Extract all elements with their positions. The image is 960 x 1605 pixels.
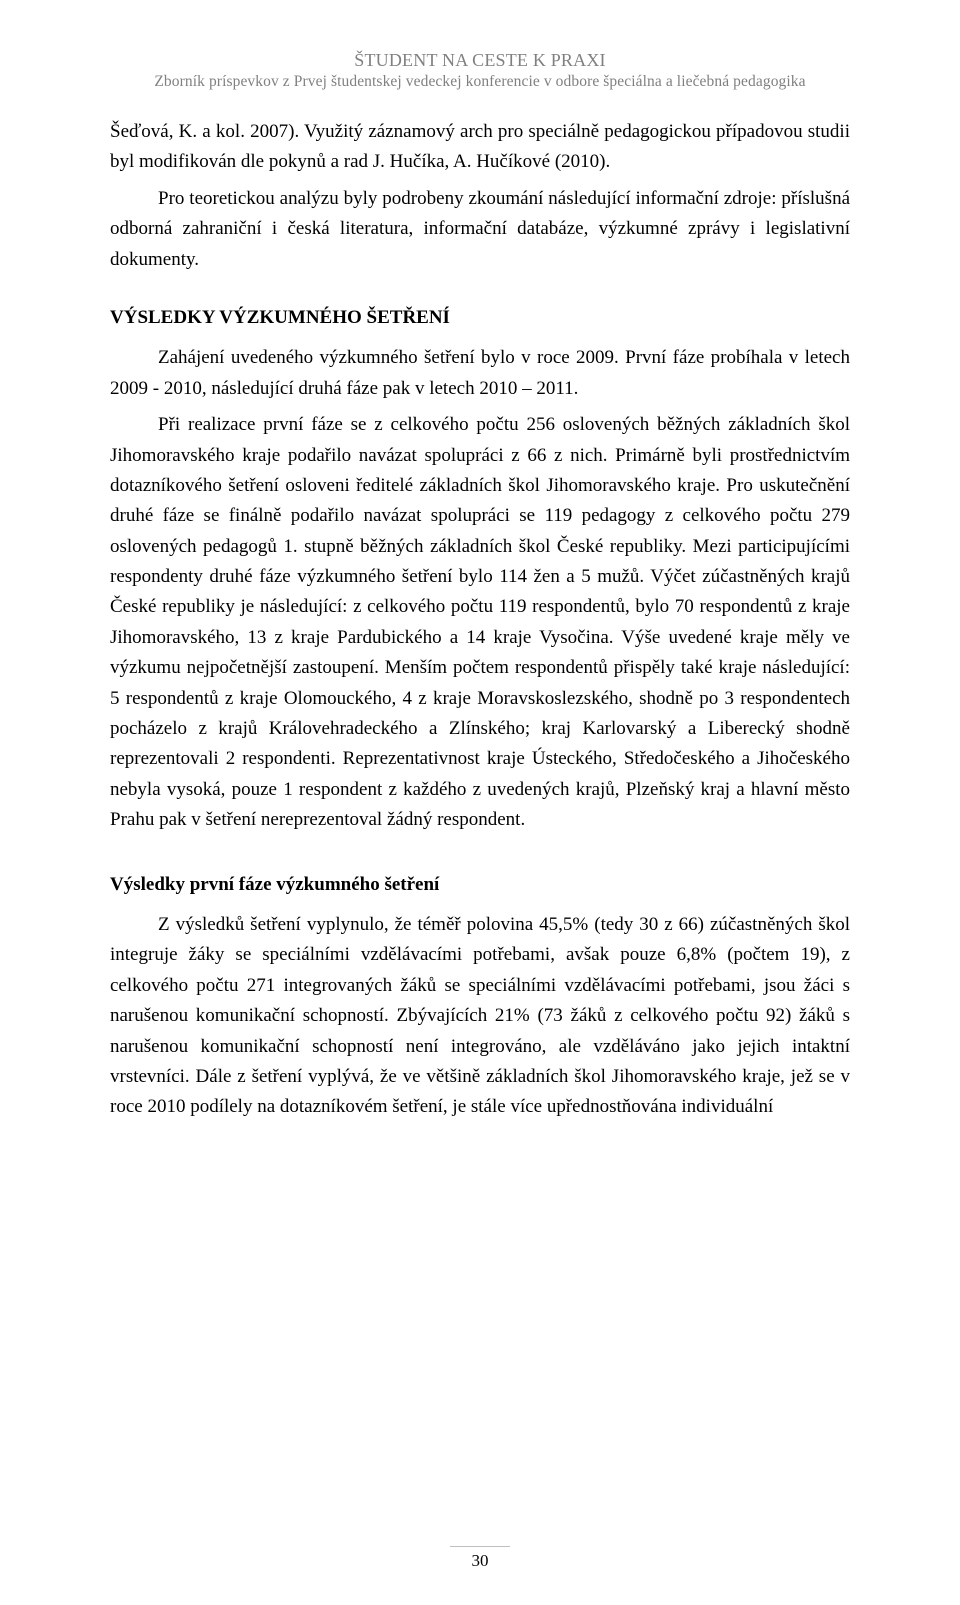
paragraph: Šeďová, K. a kol. 2007). Využitý záznamo… — [110, 117, 850, 178]
paragraph: Při realizace první fáze se z celkového … — [110, 410, 850, 835]
paragraph: Z výsledků šetření vyplynulo, že téměř p… — [110, 910, 850, 1123]
paragraph: Zahájení uvedeného výzkumného šetření by… — [110, 343, 850, 404]
header-title: ŠTUDENT NA CESTE K PRAXI — [110, 50, 850, 71]
document-page: ŠTUDENT NA CESTE K PRAXI Zborník príspev… — [0, 0, 960, 1605]
paragraph: Pro teoretickou analýzu byly podrobeny z… — [110, 184, 850, 275]
section-heading: VÝSLEDKY VÝZKUMNÉHO ŠETŘENÍ — [110, 303, 850, 333]
page-header: ŠTUDENT NA CESTE K PRAXI Zborník príspev… — [110, 50, 850, 91]
sub-heading: Výsledky první fáze výzkumného šetření — [110, 870, 850, 900]
header-subtitle: Zborník príspevkov z Prvej študentskej v… — [110, 73, 850, 91]
page-number: 30 — [0, 1546, 960, 1571]
body-text: Šeďová, K. a kol. 2007). Využitý záznamo… — [110, 117, 850, 1123]
